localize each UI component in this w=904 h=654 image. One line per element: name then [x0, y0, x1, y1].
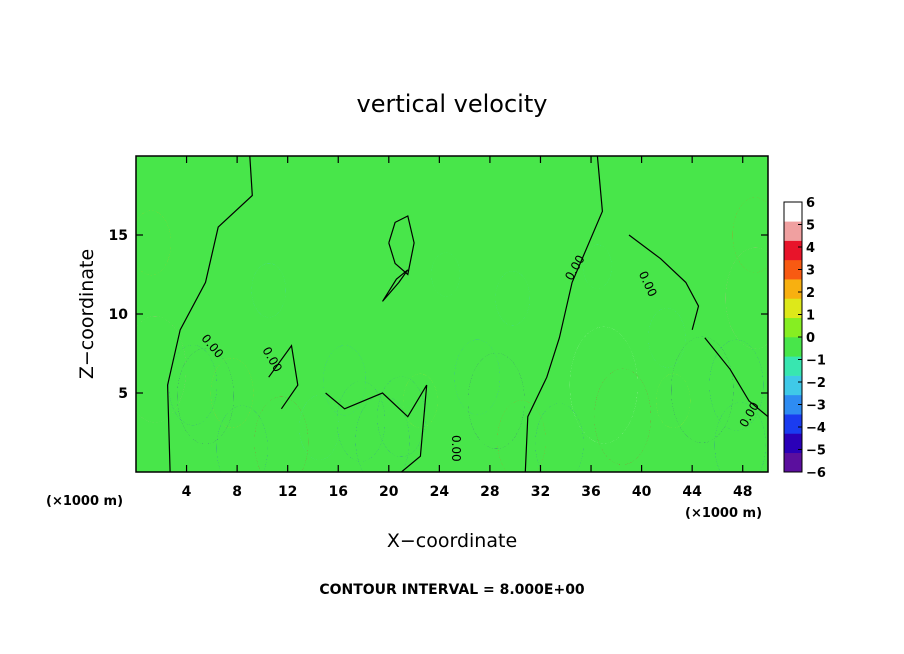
- x-tick-label: 36: [581, 484, 600, 500]
- colorbar-tick-label: 0: [806, 331, 815, 346]
- downdraft-cell: [714, 402, 766, 472]
- y-tick-label: 10: [109, 307, 129, 323]
- y-tick-label: 15: [109, 228, 128, 244]
- x-tick-label: 44: [682, 484, 702, 500]
- colorbar-tick-label: 5: [806, 219, 815, 234]
- colorbar-tick-label: 6: [806, 196, 815, 211]
- updraft-cell: [594, 368, 651, 465]
- colorbar-tick-label: 1: [806, 309, 815, 324]
- colorbar: 6 5 4 3 2 1 0 −1 −2 −3 −4 −5 −6: [783, 196, 826, 481]
- colorbar-swatch: [784, 452, 802, 473]
- x-tick-label: 48: [733, 484, 752, 500]
- colorbar-tick-label: −1: [806, 354, 826, 369]
- downdraft-cell: [431, 252, 460, 297]
- zero-contour: [268, 344, 299, 410]
- plot-area: 0.000.000.000.000.000.00: [135, 155, 769, 473]
- zero-contour: [704, 337, 768, 418]
- updraft-cell: [497, 400, 546, 472]
- zero-contour: [325, 384, 428, 472]
- x-tick-label: 8: [232, 484, 242, 500]
- colorbar-swatch: [784, 337, 802, 357]
- updraft-cell: [403, 373, 438, 428]
- x-units-right: (×1000 m): [685, 506, 762, 521]
- downdraft-cell: [583, 244, 612, 289]
- x-tick-label: 16: [328, 484, 347, 500]
- y-axis-ticks: 5 10 15: [109, 228, 768, 402]
- colorbar-swatch: [784, 414, 802, 434]
- zero-contour: [524, 156, 604, 472]
- colorbar-swatch: [784, 433, 802, 454]
- heatmap-field: [136, 197, 768, 472]
- downdraft-cell: [299, 395, 340, 460]
- colorbar-swatch: [784, 279, 802, 299]
- colorbar-swatch: [784, 240, 802, 261]
- colorbar-swatch: [784, 317, 802, 338]
- x-tick-label: 32: [531, 484, 550, 500]
- downdraft-cell: [251, 263, 286, 318]
- x-axis-title: X−coordinate: [387, 530, 517, 552]
- downdraft-cell: [495, 271, 530, 326]
- x-tick-label: 4: [182, 484, 192, 500]
- colorbar-tick-label: −5: [806, 444, 826, 459]
- x-tick-label: 20: [379, 484, 399, 500]
- colorbar-swatch: [784, 394, 802, 415]
- updraft-cell: [732, 197, 768, 273]
- downdraft-cell: [216, 405, 268, 472]
- x-tick-label: 12: [278, 484, 297, 500]
- colorbar-swatch: [784, 375, 802, 396]
- zero-contour: [628, 234, 700, 330]
- colorbar-tick-label: −4: [806, 421, 826, 436]
- colorbar-swatch: [784, 298, 802, 319]
- x-axis-ticks: 4 8 12 16 20 24 28 32 36 40 44 48: [182, 156, 752, 500]
- x-tick-label: 24: [430, 484, 450, 500]
- updraft-cell: [136, 210, 171, 276]
- colorbar-tick-label: −6: [806, 466, 826, 481]
- y-axis-title: Z−coordinate: [76, 249, 98, 379]
- downdraft-cell: [535, 403, 584, 472]
- updraft-cell: [725, 247, 768, 349]
- colorbar-tick-label: 3: [806, 264, 815, 279]
- colorbar-swatch: [784, 259, 802, 280]
- downdraft-cell: [648, 308, 686, 368]
- colorbar-swatch: [784, 202, 802, 222]
- y-tick-label: 5: [118, 386, 128, 402]
- colorbar-tick-label: 4: [806, 241, 815, 256]
- colorbar-tick-label: −2: [806, 376, 826, 391]
- x-tick-label: 40: [632, 484, 652, 500]
- contour-interval-label: CONTOUR INTERVAL = 8.000E+00: [319, 582, 585, 598]
- x-units-left: (×1000 m): [46, 494, 123, 509]
- chart-title: vertical velocity: [357, 90, 548, 118]
- x-tick-label: 28: [480, 484, 499, 500]
- colorbar-tick-label: 2: [806, 286, 815, 301]
- colorbar-swatch: [784, 221, 802, 241]
- zero-contour: [381, 269, 409, 302]
- updraft-cell: [254, 396, 309, 472]
- zero-contour: [166, 156, 253, 472]
- zero-contour: [388, 215, 415, 276]
- colorbar-swatch: [784, 356, 802, 376]
- colorbar-tick-label: −3: [806, 399, 826, 414]
- contour-label: 0.00: [449, 435, 463, 462]
